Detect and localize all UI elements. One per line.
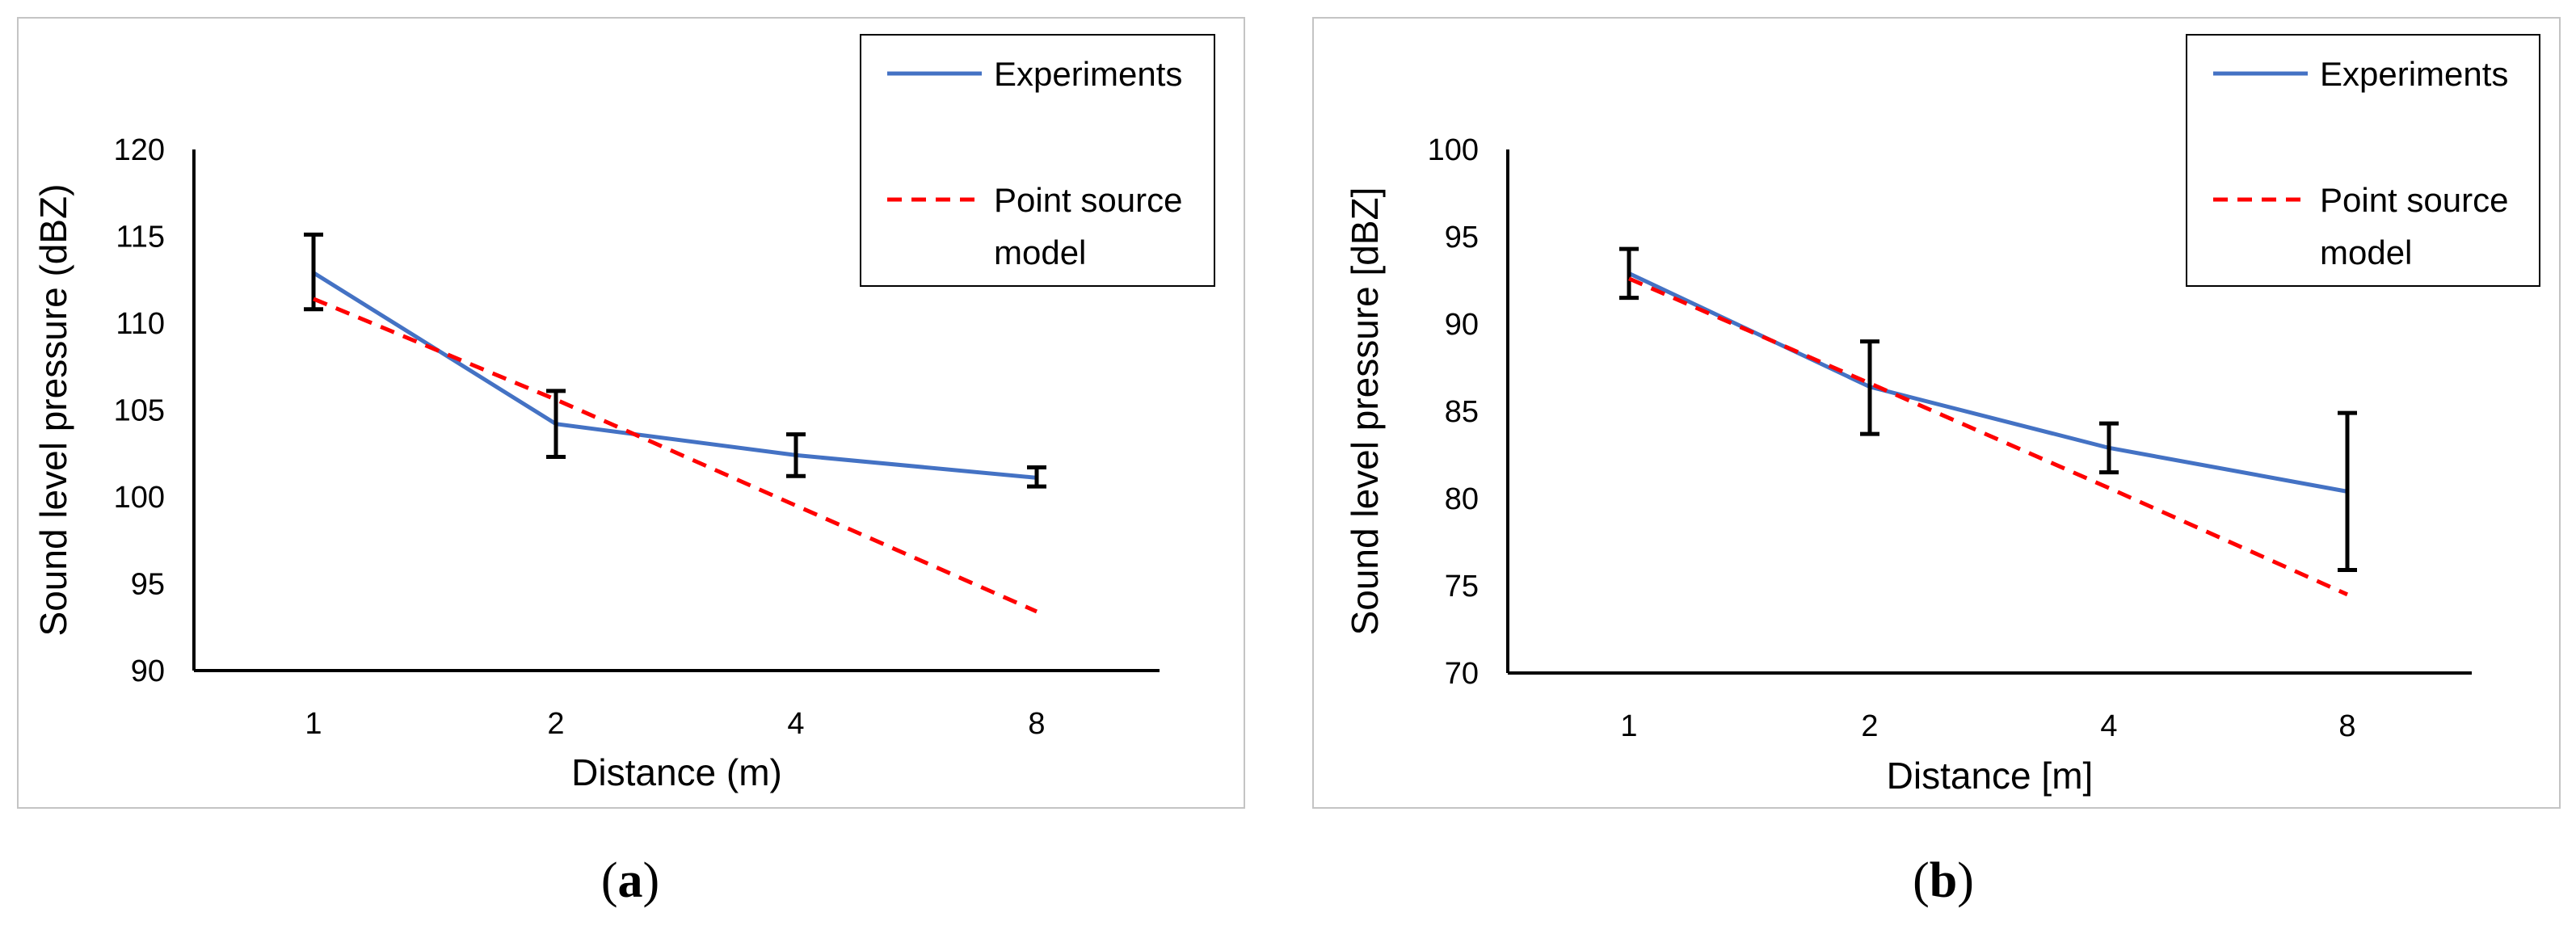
panel-caption: (b) [1913,853,1974,908]
y-tick-label: 95 [131,568,165,602]
y-tick-label: 90 [1445,308,1479,342]
caption-open: ( [601,853,618,908]
x-tick-label: 1 [1620,709,1637,743]
legend-label-model-line2: model [2320,233,2412,271]
caption-open: ( [1913,853,1930,908]
y-tick-label: 105 [114,394,165,428]
panel-caption: (a) [601,853,659,908]
legend: Experiments Point source model [2186,34,2540,287]
point-source-model-line [1628,276,2349,597]
y-tick-label: 120 [114,133,165,167]
x-tick-label: 4 [787,707,804,741]
legend-box [2186,34,2540,287]
y-axis-title: Sound level pressure [dBZ] [1344,187,1386,636]
legend-label-model-line1: Point source [994,181,1182,219]
x-axis-title: Distance [m] [1887,755,2094,797]
legend-label-model-line1: Point source [2320,181,2508,219]
legend: Experiments Point source model [860,34,1215,287]
y-tick-label: 100 [114,481,165,515]
x-axis-title: Distance (m) [571,751,782,793]
error-bar [304,232,323,312]
chart-panel-b: 70 75 80 85 90 95 100 1 2 4 8 Sound level pressure … [1312,17,2561,908]
error-bar [2338,410,2357,573]
error-bar [1860,339,1879,436]
error-bar [786,432,806,478]
legend-box [860,34,1215,287]
point-source-model-line [313,297,1038,614]
legend-label-model-line2: model [994,233,1086,271]
x-tick-label: 1 [305,707,322,741]
y-tick-label: 100 [1428,133,1479,167]
y-tick-label: 115 [116,221,165,254]
y-tick-label: 85 [1445,395,1479,429]
x-tick-label: 8 [1028,707,1045,741]
y-tick-label: 80 [1445,482,1479,516]
caption-close: ) [1957,853,1974,908]
caption-letter: b [1930,853,1957,908]
y-tick-label: 75 [1445,570,1479,604]
y-tick-label: 70 [1445,657,1479,691]
x-tick-label: 8 [2338,709,2355,743]
error-bar [546,389,566,460]
y-tick-label: 110 [116,307,165,341]
y-tick-label: 90 [131,654,165,688]
x-tick-label: 2 [1861,709,1878,743]
error-bar [1619,246,1639,301]
caption-letter: a [618,853,643,908]
x-tick-label: 2 [547,707,564,741]
x-tick-label: 4 [2100,709,2117,743]
y-tick-label: 95 [1445,221,1479,254]
chart-panel-a: 90 95 100 105 110 115 120 1 2 4 8 Sound level press… [17,17,1245,908]
caption-close: ) [643,853,660,908]
error-bar [2099,421,2119,475]
error-bar [1027,465,1046,489]
y-axis-title: Sound level pressure (dBZ) [32,184,74,637]
legend-label-experiments: Experiments [994,55,1182,93]
legend-label-experiments: Experiments [2320,55,2508,93]
